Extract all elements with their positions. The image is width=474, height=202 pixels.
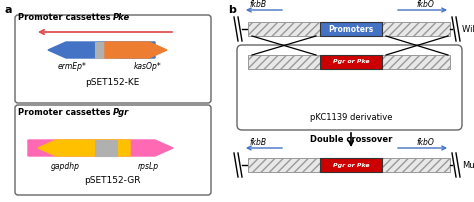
Bar bbox=[248, 158, 320, 172]
FancyBboxPatch shape bbox=[15, 105, 211, 195]
Text: fkbB: fkbB bbox=[249, 0, 266, 9]
Bar bbox=[95, 140, 117, 156]
Bar bbox=[382, 55, 450, 69]
FancyArrow shape bbox=[105, 42, 167, 58]
Text: a: a bbox=[5, 5, 12, 15]
Text: Double crossover: Double crossover bbox=[310, 136, 392, 144]
Bar bbox=[320, 158, 382, 172]
Text: pSET152-GR: pSET152-GR bbox=[84, 176, 140, 185]
Text: Pgr or Pke: Pgr or Pke bbox=[333, 60, 369, 64]
Text: b: b bbox=[228, 5, 236, 15]
Text: kasOp*: kasOp* bbox=[134, 62, 162, 71]
FancyArrow shape bbox=[28, 140, 173, 156]
Text: fkbB: fkbB bbox=[249, 138, 266, 147]
Text: fkbO: fkbO bbox=[416, 0, 434, 9]
Bar bbox=[248, 22, 320, 36]
Bar bbox=[95, 42, 117, 58]
Text: ermEp*: ermEp* bbox=[57, 62, 86, 71]
Bar bbox=[320, 55, 382, 69]
Text: Mutant: Mutant bbox=[462, 161, 474, 169]
Text: Pke: Pke bbox=[113, 13, 130, 22]
Text: pSET152-KE: pSET152-KE bbox=[85, 78, 139, 87]
Text: Pgr: Pgr bbox=[113, 108, 129, 117]
Text: Wild type: Wild type bbox=[462, 24, 474, 34]
Text: Promoter cassettes: Promoter cassettes bbox=[18, 108, 113, 117]
FancyArrow shape bbox=[38, 140, 130, 156]
Text: gapdhp: gapdhp bbox=[51, 162, 80, 171]
Text: Pgr or Pke: Pgr or Pke bbox=[333, 162, 369, 167]
Text: Promoter cassettes: Promoter cassettes bbox=[18, 13, 113, 22]
Text: Promoters: Promoters bbox=[328, 24, 374, 34]
Text: rpsLp: rpsLp bbox=[137, 162, 159, 171]
Bar bbox=[320, 22, 382, 36]
Text: pKC1139 derivative: pKC1139 derivative bbox=[310, 113, 392, 122]
FancyBboxPatch shape bbox=[15, 15, 211, 103]
Text: fkbO: fkbO bbox=[416, 138, 434, 147]
FancyArrow shape bbox=[48, 42, 155, 58]
Bar bbox=[248, 55, 320, 69]
Bar bbox=[382, 22, 450, 36]
Bar bbox=[382, 158, 450, 172]
